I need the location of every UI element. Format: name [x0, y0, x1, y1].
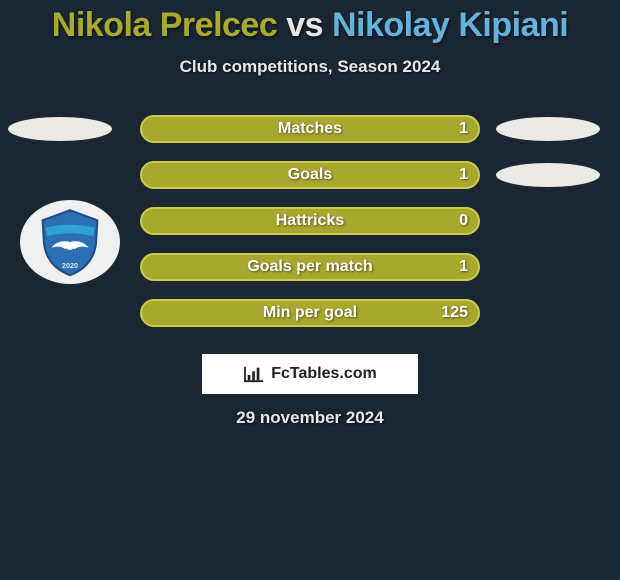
stat-label: Hattricks: [142, 209, 478, 233]
svg-text:2020: 2020: [62, 261, 78, 270]
brand-text: FcTables.com: [271, 365, 377, 383]
stat-label: Matches: [142, 117, 478, 141]
stat-value-right: 0: [459, 209, 468, 233]
player1-name: Nikola Prelcec: [52, 6, 277, 44]
stat-value-right: 1: [459, 255, 468, 279]
stat-row: Matches1: [0, 115, 620, 143]
club-crest: 2020: [20, 200, 120, 284]
stat-row: Min per goal125: [0, 299, 620, 327]
stat-label: Goals per match: [142, 255, 478, 279]
stat-value-right: 125: [441, 301, 468, 325]
vs-label: vs: [286, 6, 323, 44]
stat-bar: Min per goal125: [140, 299, 480, 327]
stat-bar: Goals1: [140, 161, 480, 189]
page-title: Nikola Prelcec vs Nikolay Kipiani: [0, 0, 620, 45]
brand-badge: FcTables.com: [202, 354, 418, 394]
stat-bar: Goals per match1: [140, 253, 480, 281]
left-pill: [8, 117, 112, 141]
stat-bar: Hattricks0: [140, 207, 480, 235]
date-label: 29 november 2024: [0, 408, 620, 428]
stat-value-right: 1: [459, 163, 468, 187]
player2-name: Nikolay Kipiani: [332, 6, 568, 44]
bar-chart-icon: [243, 365, 265, 383]
stat-label: Goals: [142, 163, 478, 187]
comparison-card: Nikola Prelcec vs Nikolay Kipiani Club c…: [0, 0, 620, 327]
stat-row: Goals1: [0, 161, 620, 189]
subtitle: Club competitions, Season 2024: [0, 57, 620, 77]
shield-icon: 2020: [34, 206, 106, 278]
right-pill: [496, 117, 600, 141]
right-pill: [496, 163, 600, 187]
stat-bar: Matches1: [140, 115, 480, 143]
stat-value-right: 1: [459, 117, 468, 141]
stat-label: Min per goal: [142, 301, 478, 325]
